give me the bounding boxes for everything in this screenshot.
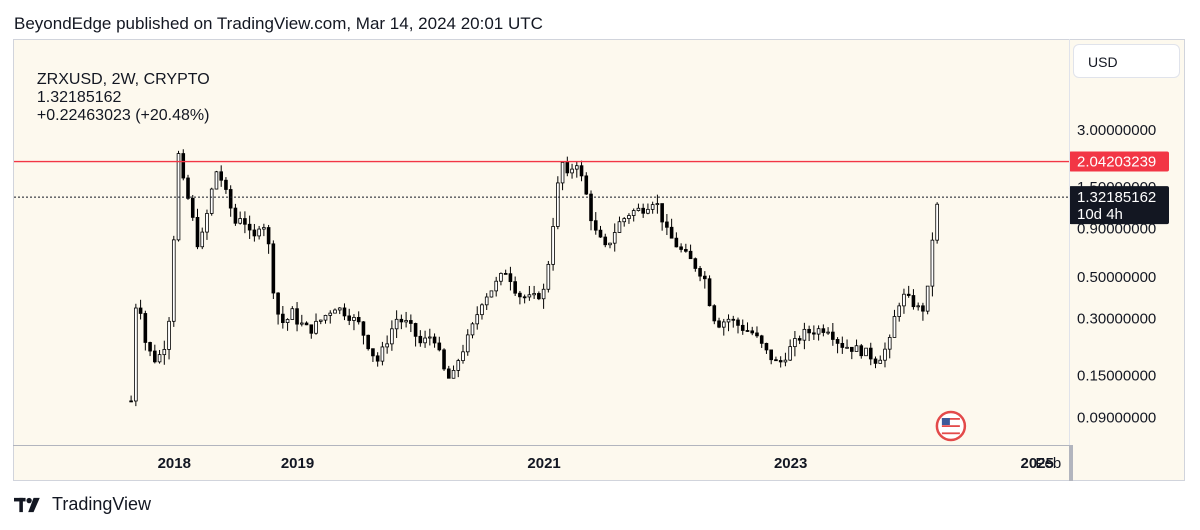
tradingview-logo-icon — [14, 497, 40, 512]
price-axis-border — [1069, 39, 1070, 481]
symbol-price: 1.32185162 — [36, 89, 122, 106]
currency-button[interactable]: USD — [1073, 44, 1180, 78]
symbol-change: +0.22463023 (+20.48%) — [36, 107, 210, 124]
time-axis-border — [13, 445, 1069, 446]
footer-brand[interactable]: TradingView — [14, 494, 151, 515]
symbol-info: ZRXUSD, 2W, CRYPTO 1.32185162 +0.2246302… — [28, 53, 216, 125]
publisher-header: BeyondEdge published on TradingView.com,… — [14, 14, 543, 33]
footer-brand-label: TradingView — [52, 494, 152, 514]
chart-panel[interactable] — [13, 39, 1185, 481]
axis-corner — [1069, 445, 1073, 481]
symbol-ticker: ZRXUSD, 2W, CRYPTO — [36, 71, 210, 88]
